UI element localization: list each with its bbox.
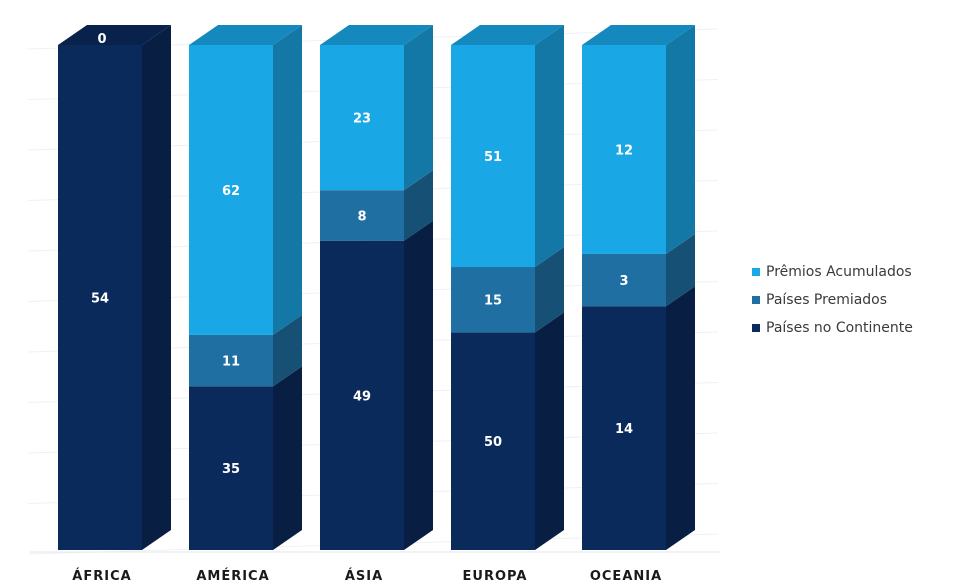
bar-side-2-3 [535, 25, 564, 268]
legend-swatch-paises-premiados [752, 296, 760, 304]
bar-2-2 [320, 45, 404, 191]
category-label-3: EUROPA [463, 569, 528, 584]
legend-label-premios-acumulados: Prêmios Acumulados [766, 264, 912, 280]
legend: Prêmios Acumulados Países Premiados País… [752, 258, 913, 342]
bar-0-3 [451, 332, 535, 550]
bar-side-0-2 [404, 220, 433, 550]
category-label-4: OCEANIA [590, 569, 662, 584]
data-label-1-3: 15 [484, 294, 502, 309]
bar-0-4 [582, 306, 666, 550]
bar-0-1 [189, 386, 273, 550]
bar-side-1-2 [404, 170, 433, 241]
bar-side-1-4 [666, 233, 695, 307]
bar-side-0-0 [142, 25, 171, 550]
category-label-1: AMÉRICA [196, 568, 269, 584]
legend-item-paises-no-continente[interactable]: Países no Continente [752, 314, 913, 342]
bar-side-0-4 [666, 286, 695, 550]
data-label-1-2: 8 [357, 209, 366, 224]
data-label-0-2: 49 [353, 389, 371, 404]
bar-top-3 [451, 25, 564, 45]
data-label-2-2: 23 [353, 112, 371, 127]
bar-1-1 [189, 334, 273, 387]
data-label-1-4: 3 [619, 274, 628, 289]
legend-item-paises-premiados[interactable]: Países Premiados [752, 286, 913, 314]
bar-side-1-1 [273, 314, 302, 387]
bar-side-1-3 [535, 247, 564, 333]
data-label-0-3: 50 [484, 435, 502, 450]
data-label-2-3: 51 [484, 150, 502, 165]
legend-label-paises-premiados: Países Premiados [766, 292, 888, 308]
legend-swatch-premios-acumulados [752, 268, 760, 276]
bar-0-2 [320, 240, 404, 550]
bar-2-4 [582, 45, 666, 254]
bar-side-2-4 [666, 25, 695, 254]
bar-2-1 [189, 45, 273, 335]
data-label-2-1: 62 [222, 184, 240, 199]
data-label-1-0: 0 [97, 32, 106, 47]
category-label-2: ÁSIA [345, 568, 383, 584]
legend-swatch-paises-no-continente [752, 324, 760, 332]
bar-side-2-1 [273, 25, 302, 335]
data-label-0-0: 54 [91, 292, 109, 307]
bar-top-2 [320, 25, 433, 45]
bar-side-0-3 [535, 312, 564, 550]
legend-item-premios-acumulados[interactable]: Prêmios Acumulados [752, 258, 913, 286]
legend-label-paises-no-continente: Países no Continente [766, 320, 913, 336]
bar-1-2 [320, 190, 404, 241]
data-label-2-4: 12 [615, 143, 633, 158]
bar-top-0 [58, 25, 171, 45]
category-label-0: ÁFRICA [72, 568, 131, 584]
bar-0-0 [58, 45, 142, 550]
data-label-0-4: 14 [615, 422, 633, 437]
bar-top-4 [582, 25, 695, 45]
bar-1-3 [451, 267, 535, 333]
data-label-0-1: 35 [222, 462, 240, 477]
bar-side-0-1 [273, 366, 302, 550]
bar-1-4 [582, 253, 666, 307]
data-label-1-1: 11 [222, 355, 240, 370]
bar-2-3 [451, 45, 535, 268]
bar-side-2-2 [404, 25, 433, 191]
bar-top-1 [189, 25, 302, 45]
